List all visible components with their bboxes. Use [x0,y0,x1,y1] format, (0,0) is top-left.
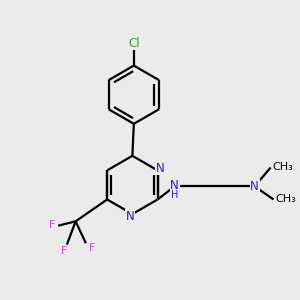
Text: F: F [49,220,55,230]
Text: F: F [61,246,68,256]
Text: CH₃: CH₃ [275,194,296,204]
Text: CH₃: CH₃ [272,162,293,172]
Text: N: N [126,210,134,223]
Text: N: N [155,161,164,175]
Text: Cl: Cl [128,37,140,50]
Text: N: N [170,179,179,192]
Text: H: H [172,190,179,200]
Text: F: F [89,243,95,254]
Text: N: N [250,180,259,193]
